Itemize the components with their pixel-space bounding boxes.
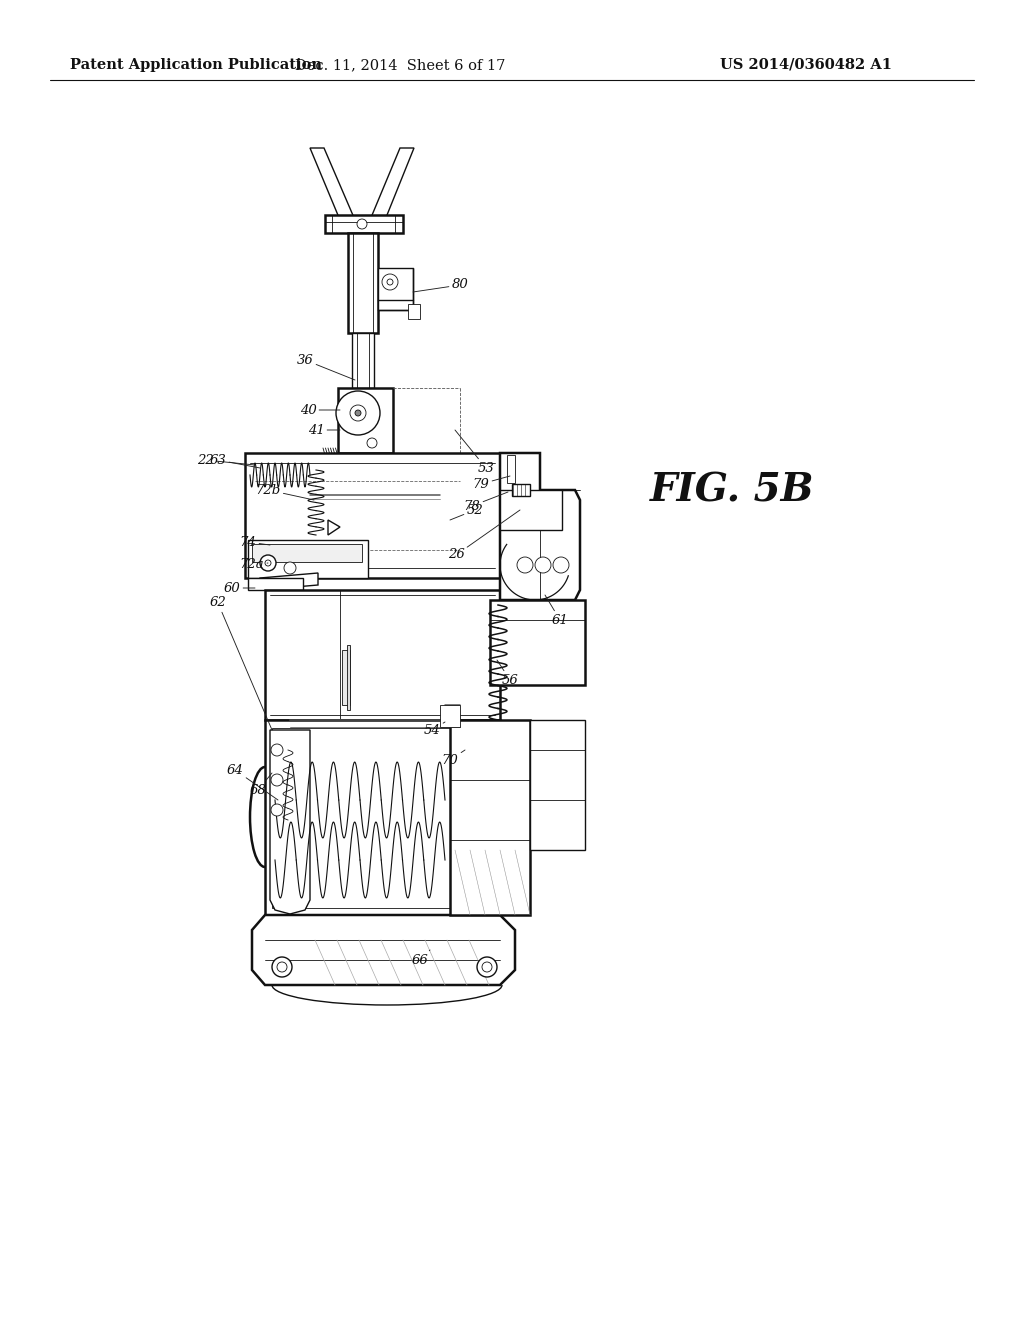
Circle shape <box>350 405 366 421</box>
Circle shape <box>271 804 283 816</box>
Text: 53: 53 <box>455 430 495 474</box>
Text: 62: 62 <box>210 597 272 730</box>
Circle shape <box>553 557 569 573</box>
Polygon shape <box>260 573 318 590</box>
Circle shape <box>271 744 283 756</box>
Text: US 2014/0360482 A1: US 2014/0360482 A1 <box>720 58 892 73</box>
Polygon shape <box>370 148 414 220</box>
Text: 36: 36 <box>297 354 355 380</box>
Text: 40: 40 <box>300 404 340 417</box>
Text: 66: 66 <box>412 950 430 966</box>
Bar <box>450 719 530 915</box>
Bar <box>512 484 530 496</box>
Circle shape <box>260 554 276 572</box>
Text: 64: 64 <box>226 763 278 800</box>
Text: 22: 22 <box>197 454 255 466</box>
Text: 72a: 72a <box>240 558 268 572</box>
Text: 63: 63 <box>210 454 260 469</box>
Polygon shape <box>328 520 340 535</box>
Circle shape <box>382 275 398 290</box>
Circle shape <box>387 279 393 285</box>
Polygon shape <box>270 730 310 913</box>
Bar <box>440 705 460 727</box>
Circle shape <box>284 562 296 574</box>
Bar <box>348 234 378 333</box>
Text: 54: 54 <box>424 722 445 737</box>
Text: Patent Application Publication: Patent Application Publication <box>70 58 322 73</box>
Circle shape <box>271 774 283 785</box>
Circle shape <box>265 560 271 566</box>
Bar <box>342 649 350 705</box>
Circle shape <box>535 557 551 573</box>
Text: 41: 41 <box>307 424 340 437</box>
Circle shape <box>278 962 287 972</box>
Text: 78: 78 <box>464 492 508 512</box>
Bar <box>507 455 515 483</box>
Circle shape <box>355 411 361 416</box>
Circle shape <box>477 957 497 977</box>
Text: 52: 52 <box>450 503 483 520</box>
Polygon shape <box>500 453 580 601</box>
Text: 79: 79 <box>473 477 510 491</box>
Text: 70: 70 <box>441 750 465 767</box>
Text: Dec. 11, 2014  Sheet 6 of 17: Dec. 11, 2014 Sheet 6 of 17 <box>295 58 505 73</box>
Bar <box>248 540 368 578</box>
Bar <box>265 590 500 719</box>
Text: FIG. 5B: FIG. 5B <box>650 471 814 510</box>
Text: 60: 60 <box>223 582 255 594</box>
Bar <box>325 215 403 234</box>
Text: 72b: 72b <box>255 483 314 500</box>
Bar <box>245 453 500 578</box>
Bar <box>352 333 374 388</box>
Text: 61: 61 <box>545 595 568 627</box>
Bar <box>252 544 362 562</box>
Circle shape <box>357 219 367 228</box>
Bar <box>272 729 492 908</box>
Bar <box>408 304 420 319</box>
Bar <box>378 268 413 310</box>
Polygon shape <box>252 915 515 985</box>
Polygon shape <box>310 148 355 220</box>
Bar <box>265 719 500 915</box>
Bar <box>347 645 350 710</box>
Bar <box>500 490 562 531</box>
Text: 68: 68 <box>250 774 272 796</box>
Circle shape <box>272 957 292 977</box>
Bar <box>338 388 393 453</box>
Text: 80: 80 <box>413 279 468 292</box>
Text: 56: 56 <box>497 660 518 686</box>
Circle shape <box>517 557 534 573</box>
Circle shape <box>336 391 380 436</box>
Bar <box>248 578 303 590</box>
Text: 26: 26 <box>447 510 520 561</box>
Bar <box>530 719 585 850</box>
Circle shape <box>367 438 377 447</box>
Circle shape <box>482 962 492 972</box>
Bar <box>490 601 585 685</box>
Text: 74: 74 <box>240 536 270 549</box>
